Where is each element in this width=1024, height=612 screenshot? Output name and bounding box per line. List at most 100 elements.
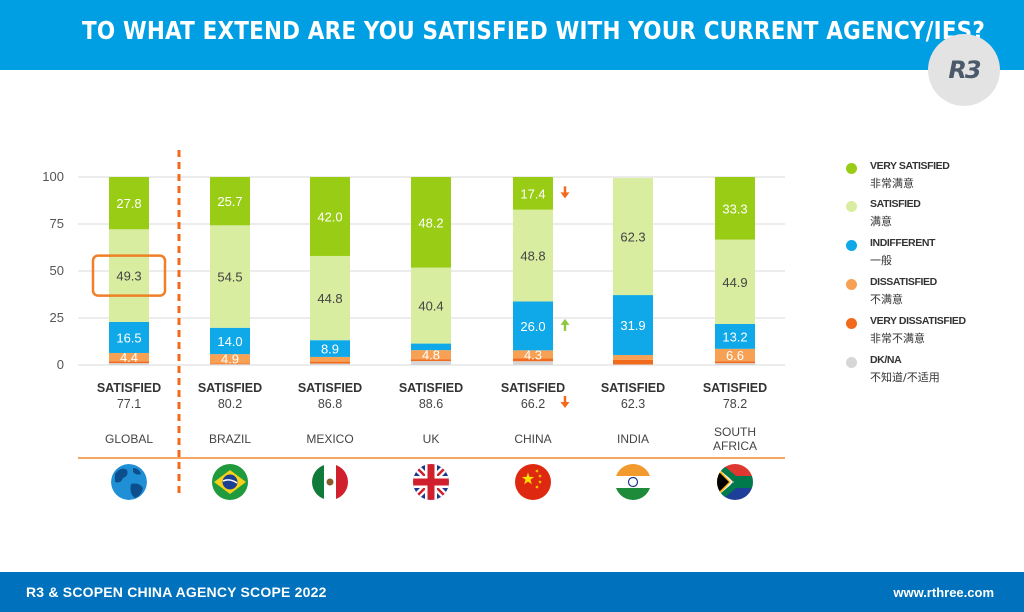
legend-label-zh: 不知道/不适用	[870, 371, 940, 384]
category-label: CHINA	[514, 432, 551, 446]
india-flag-icon	[615, 464, 651, 500]
satisfied-caption: SATISFIED	[97, 381, 161, 395]
bar-segment-dk-na	[109, 363, 149, 365]
bar-segment-dissatisfied	[715, 348, 755, 362]
category-label: SOUTH	[714, 425, 756, 439]
legend-label-zh: 非常不满意	[870, 332, 925, 345]
bar-segment-satisfied	[109, 229, 149, 322]
bar-segment-very-satisfied	[109, 177, 149, 230]
arrow-down-icon	[560, 396, 570, 408]
category-label: GLOBAL	[105, 432, 153, 446]
data-label: 40.4	[418, 299, 443, 314]
globe-icon	[111, 464, 147, 500]
data-label: 33.3	[722, 201, 747, 216]
bar-segment-indifferent	[513, 301, 553, 351]
category-label: UK	[423, 432, 440, 446]
page-title: TO WHAT EXTEND ARE YOU SATISFIED WITH YO…	[82, 16, 985, 45]
y-tick-label: 25	[50, 310, 64, 325]
legend-dot-indifferent	[846, 240, 857, 251]
data-label: 4.4	[120, 350, 138, 365]
footer-website-link[interactable]: www.rthree.com	[893, 585, 994, 600]
data-label: 49.3	[116, 269, 141, 284]
data-label: 62.3	[620, 230, 645, 245]
legend-label: INDIFFERENT	[870, 237, 936, 249]
category-label: BRAZIL	[209, 432, 251, 446]
satisfied-caption: SATISFIED	[501, 381, 565, 395]
bar-segment-dk-na	[715, 363, 755, 365]
r3-logo-text: R3	[948, 56, 981, 84]
arrow-up-icon	[560, 318, 570, 331]
south-africa-flag-icon	[717, 464, 753, 500]
satisfied-total-value: 78.2	[723, 397, 747, 411]
header-bar: TO WHAT EXTEND ARE YOU SATISFIED WITH YO…	[0, 0, 1024, 70]
legend-label: DISSATISFIED	[870, 276, 937, 288]
bar-segment-very-dissatisfied	[310, 361, 350, 364]
data-label: 4.9	[221, 352, 239, 367]
bar-segment-dissatisfied	[109, 352, 149, 362]
bar-segment-very-satisfied	[715, 177, 755, 240]
satisfied-caption: SATISFIED	[198, 381, 262, 395]
bar-segment-very-satisfied	[513, 177, 553, 210]
data-label: 4.8	[422, 348, 440, 363]
data-label: 8.9	[321, 342, 339, 357]
satisfied-total-value: 88.6	[419, 397, 443, 411]
bar-segment-dk-na	[613, 364, 653, 365]
satisfied-total-value: 80.2	[218, 397, 242, 411]
bar-segment-dissatisfied	[210, 354, 250, 364]
bar-segment-very-dissatisfied	[210, 363, 250, 365]
brazil-flag-icon	[212, 464, 248, 500]
uk-flag-icon	[413, 464, 449, 500]
data-label: 48.8	[520, 249, 545, 264]
footer-source: R3 & SCOPEN CHINA AGENCY SCOPE 2022	[26, 584, 327, 600]
bar-segment-indifferent	[411, 343, 451, 351]
arrow-down-icon	[560, 186, 570, 199]
legend-label: DK/NA	[870, 354, 902, 366]
china-flag-icon	[515, 464, 551, 500]
data-label: 48.2	[418, 215, 443, 230]
legend-label: VERY SATISFIED	[870, 160, 950, 172]
bar-segment-dk-na	[310, 363, 350, 365]
legend-label-zh: 一般	[870, 254, 892, 267]
data-label: 54.5	[217, 270, 242, 285]
data-label: 44.8	[317, 291, 342, 306]
bar-segment-very-satisfied	[210, 177, 250, 226]
data-label: 17.4	[520, 186, 545, 201]
legend-dot-satisfied	[846, 201, 857, 212]
data-label: 13.2	[722, 329, 747, 344]
satisfied-caption: SATISFIED	[399, 381, 463, 395]
y-tick-label: 100	[42, 169, 64, 184]
bar-segment-dissatisfied	[613, 355, 653, 360]
satisfied-caption: SATISFIED	[601, 381, 665, 395]
bar-segment-satisfied	[613, 177, 653, 296]
category-label: AFRICA	[713, 439, 757, 453]
legend-item-dk-na: DK/NA 不知道/不适用	[846, 354, 1016, 388]
bar-segment-very-dissatisfied	[109, 361, 149, 364]
satisfied-total-value: 86.8	[318, 397, 342, 411]
data-label: 25.7	[217, 194, 242, 209]
bar-segment-indifferent	[109, 321, 149, 353]
category-label: MEXICO	[306, 432, 353, 446]
satisfied-total-value: 66.2	[521, 397, 545, 411]
bar-segment-satisfied	[411, 267, 451, 344]
legend-item-very-satisfied: VERY SATISFIED 非常满意	[846, 160, 1016, 194]
satisfied-total-value: 62.3	[621, 397, 645, 411]
bar-segment-indifferent	[613, 295, 653, 356]
legend-label-zh: 满意	[870, 215, 892, 228]
legend-label: VERY DISSATISFIED	[870, 315, 966, 327]
footer-bar: R3 & SCOPEN CHINA AGENCY SCOPE 2022 www.…	[0, 572, 1024, 612]
legend-item-dissatisfied: DISSATISFIED 不满意	[846, 276, 1016, 310]
bar-segment-dk-na	[210, 364, 250, 365]
bar-segment-indifferent	[210, 327, 250, 355]
bar-segment-very-dissatisfied	[715, 361, 755, 364]
satisfied-caption: SATISFIED	[298, 381, 362, 395]
bar-segment-satisfied	[715, 239, 755, 325]
y-tick-label: 50	[50, 263, 64, 278]
data-label: 14.0	[217, 334, 242, 349]
r3-logo: R3	[928, 34, 1000, 106]
data-label: 16.5	[116, 330, 141, 345]
bar-segment-very-satisfied	[411, 177, 451, 268]
y-tick-label: 0	[57, 357, 64, 372]
mexico-flag-icon	[312, 464, 348, 500]
satisfied-total-value: 77.1	[117, 397, 141, 411]
